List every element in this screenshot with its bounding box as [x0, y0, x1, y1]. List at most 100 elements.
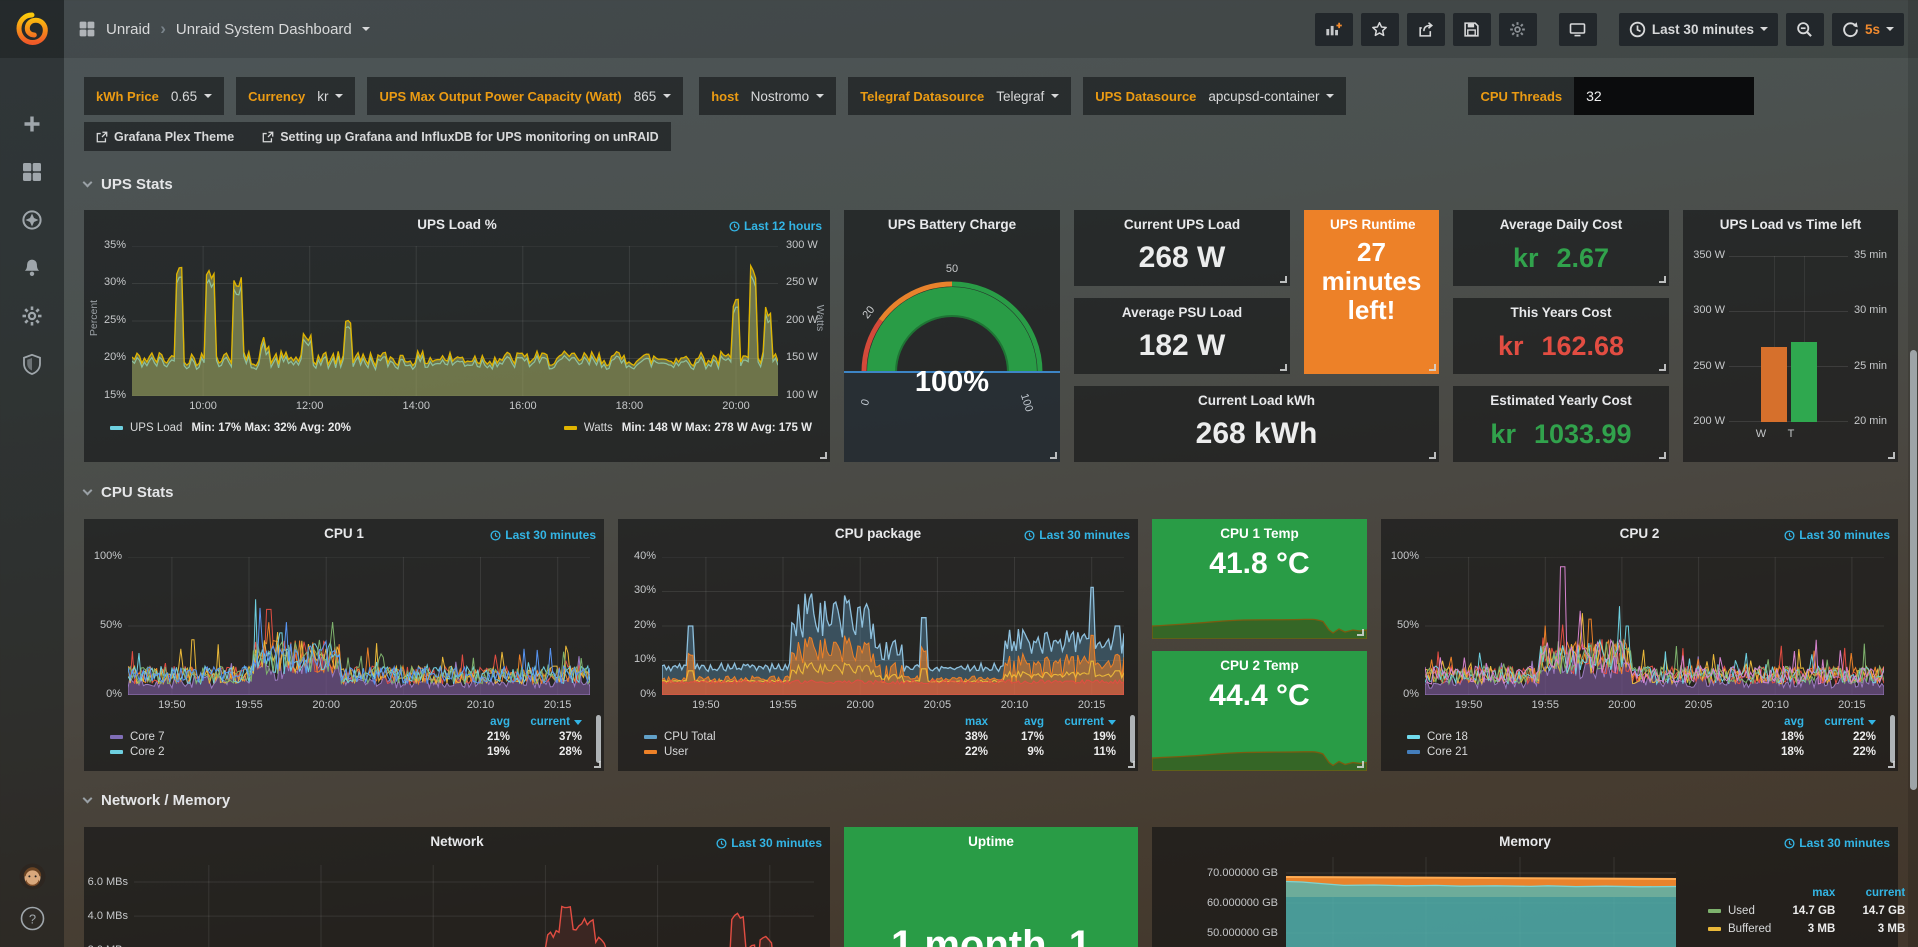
legend-item-ups-load[interactable]: UPS Load Min: 17% Max: 32% Avg: 20%	[110, 422, 351, 434]
panel-title[interactable]: Current Load kWh	[1198, 393, 1315, 408]
breadcrumb-folder[interactable]: Unraid	[106, 20, 151, 38]
legend-item[interactable]: User	[644, 746, 932, 758]
panel-resize-handle[interactable]	[1429, 452, 1436, 459]
bar-watts[interactable]	[1761, 347, 1787, 422]
refresh-interval-caret-icon[interactable]	[1886, 27, 1894, 31]
panel-title[interactable]: UPS Runtime	[1330, 217, 1416, 232]
panel-resize-handle[interactable]	[1659, 276, 1666, 283]
panel-title[interactable]: UPS Load %	[417, 217, 497, 232]
variable-host[interactable]: host Nostromo	[699, 77, 837, 115]
panel-title[interactable]: Current UPS Load	[1123, 217, 1241, 232]
legend-item[interactable]: CPU Total	[644, 731, 932, 743]
grafana-logo[interactable]	[0, 0, 64, 58]
ups-load-chart[interactable]	[132, 246, 778, 396]
panel-resize-handle[interactable]	[1357, 629, 1364, 636]
legend-item[interactable]: Core 2	[110, 746, 454, 758]
section-ups-stats[interactable]: UPS Stats	[82, 176, 173, 193]
panel-resize-handle[interactable]	[1659, 364, 1666, 371]
panel-title[interactable]: Uptime	[968, 834, 1014, 849]
panel-title[interactable]: Average PSU Load	[1121, 305, 1243, 320]
memory-chart[interactable]	[1286, 857, 1676, 947]
dashboard-title[interactable]: Unraid System Dashboard	[175, 20, 352, 38]
legend-sort-current[interactable]: current	[1044, 716, 1116, 728]
legend-item[interactable]: Buffered	[1708, 923, 1771, 935]
bar-time-left[interactable]	[1791, 342, 1817, 422]
panel-resize-handle[interactable]	[1888, 761, 1895, 768]
variable-value[interactable]: 0.65	[171, 89, 213, 104]
dashboard-settings-button[interactable]	[1498, 12, 1537, 46]
save-dashboard-button[interactable]	[1452, 12, 1491, 46]
panel-resize-handle[interactable]	[1280, 276, 1287, 283]
cpu-threads-input[interactable]	[1574, 77, 1755, 115]
section-cpu-stats[interactable]: CPU Stats	[82, 484, 174, 501]
panel-title[interactable]: Network	[430, 834, 484, 849]
variable-ups-max-power[interactable]: UPS Max Output Power Capacity (Watt) 865	[367, 77, 684, 115]
sidebar-item-create[interactable]	[0, 100, 64, 148]
variable-currency[interactable]: Currency kr	[236, 77, 356, 115]
page-scrollbar[interactable]	[1908, 0, 1918, 947]
link-ups-monitoring-guide[interactable]: Setting up Grafana and InfluxDB for UPS …	[262, 130, 659, 144]
legend-sort-avg[interactable]: avg	[1024, 716, 1044, 728]
variable-value[interactable]: apcupsd-container	[1208, 89, 1335, 104]
panel-title[interactable]: UPS Load vs Time left	[1719, 217, 1862, 232]
sidebar-item-configuration[interactable]	[0, 292, 64, 340]
panel-resize-handle[interactable]	[594, 761, 601, 768]
sidebar-item-explore[interactable]	[0, 196, 64, 244]
section-network-memory[interactable]: Network / Memory	[82, 792, 230, 809]
variable-kwh-price[interactable]: kWh Price 0.65	[84, 77, 225, 115]
panel-resize-handle[interactable]	[1659, 452, 1666, 459]
legend-item[interactable]: Core 7	[110, 731, 454, 743]
panel-title[interactable]: CPU 2	[1619, 526, 1660, 541]
sidebar-item-alerting[interactable]	[0, 244, 64, 292]
panel-title[interactable]: UPS Battery Charge	[887, 217, 1017, 232]
refresh-interval-label[interactable]: 5s	[1864, 21, 1880, 37]
share-button[interactable]	[1406, 12, 1445, 46]
legend-sort-avg[interactable]: avg	[1784, 716, 1804, 728]
variable-value[interactable]: kr	[317, 89, 344, 104]
panel-resize-handle[interactable]	[1280, 364, 1287, 371]
legend-sort-current[interactable]: current	[1865, 887, 1906, 899]
panel-title[interactable]: Average Daily Cost	[1499, 217, 1623, 232]
legend-sort-max[interactable]: max	[964, 716, 988, 728]
time-range-picker[interactable]: Last 30 minutes	[1618, 12, 1778, 46]
legend-sort-avg[interactable]: avg	[490, 716, 510, 728]
panel-resize-handle[interactable]	[1357, 761, 1364, 768]
legend-scrollbar[interactable]	[1130, 715, 1135, 763]
panel-resize-handle[interactable]	[1050, 452, 1057, 459]
panel-title[interactable]: Estimated Yearly Cost	[1490, 393, 1632, 408]
legend-scrollbar[interactable]	[596, 715, 601, 763]
panel-resize-handle[interactable]	[1888, 452, 1895, 459]
panel-resize-handle[interactable]	[820, 452, 827, 459]
panel-title[interactable]: CPU 2 Temp	[1220, 658, 1299, 673]
refresh-button[interactable]: 5s	[1831, 12, 1904, 46]
cpu2-chart[interactable]	[1425, 557, 1884, 695]
add-panel-button[interactable]	[1314, 12, 1353, 46]
zoom-out-button[interactable]	[1785, 12, 1824, 46]
legend-sort-current[interactable]: current	[1804, 716, 1876, 728]
panel-resize-handle[interactable]	[1429, 364, 1436, 371]
network-chart[interactable]	[134, 865, 814, 947]
legend-item[interactable]: Used	[1708, 905, 1771, 917]
help-button[interactable]: ?	[20, 906, 45, 931]
sidebar-item-server-admin[interactable]	[0, 340, 64, 388]
panel-resize-handle[interactable]	[1128, 761, 1135, 768]
cpu-package-chart[interactable]	[662, 557, 1124, 695]
page-scrollbar-thumb[interactable]	[1909, 350, 1917, 790]
cpu1-chart[interactable]	[128, 557, 590, 695]
variable-value[interactable]: Telegraf	[996, 89, 1060, 104]
variable-ups-datasource[interactable]: UPS Datasource apcupsd-container	[1083, 77, 1347, 115]
link-grafana-plex-theme[interactable]: Grafana Plex Theme	[96, 130, 234, 144]
cycle-view-mode-button[interactable]	[1558, 12, 1597, 46]
variable-telegraf-datasource[interactable]: Telegraf Datasource Telegraf	[848, 77, 1072, 115]
panel-title[interactable]: This Years Cost	[1510, 305, 1612, 320]
sidebar-item-dashboards[interactable]	[0, 148, 64, 196]
panel-title[interactable]: CPU 1 Temp	[1220, 526, 1299, 541]
user-avatar[interactable]	[19, 863, 46, 890]
legend-item[interactable]: Core 21	[1407, 746, 1748, 758]
legend-item-watts[interactable]: Watts Min: 148 W Max: 278 W Avg: 175 W	[563, 422, 812, 434]
variable-value[interactable]: Nostromo	[751, 89, 825, 104]
favorite-button[interactable]	[1360, 12, 1399, 46]
panel-title[interactable]: Memory	[1499, 834, 1551, 849]
legend-scrollbar[interactable]	[1890, 715, 1895, 763]
variable-value[interactable]: 865	[634, 89, 672, 104]
